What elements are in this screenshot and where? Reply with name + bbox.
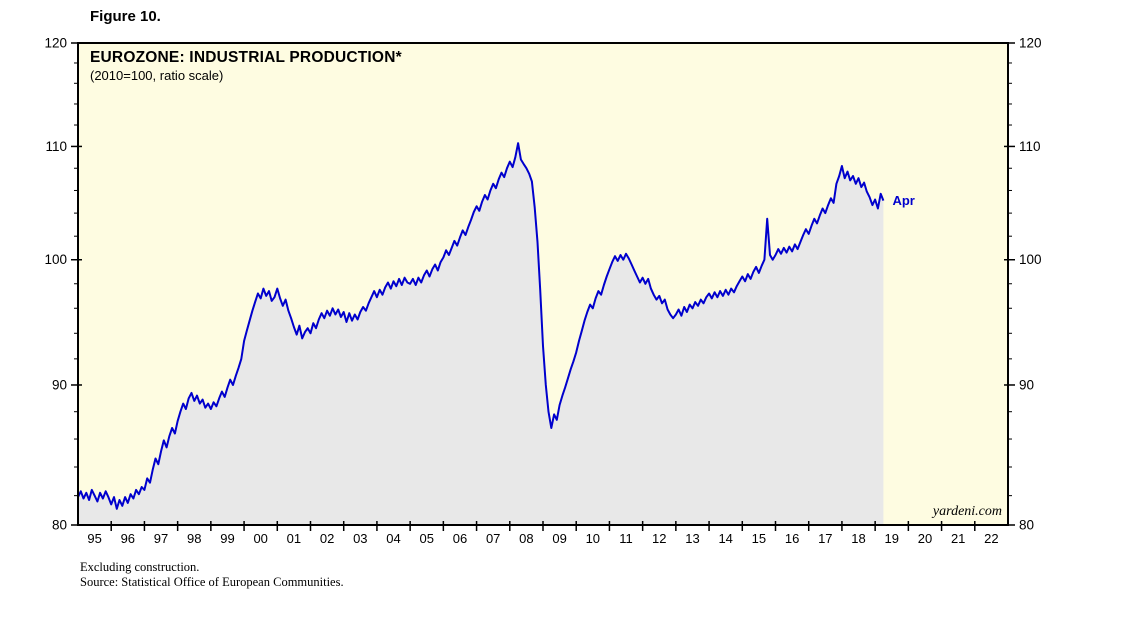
svg-text:98: 98 bbox=[187, 531, 201, 546]
svg-text:21: 21 bbox=[951, 531, 965, 546]
svg-text:80: 80 bbox=[1019, 518, 1034, 533]
svg-text:110: 110 bbox=[1019, 139, 1041, 154]
last-point-label: Apr bbox=[892, 192, 915, 208]
footnote-excluding-construction: Excluding construction. bbox=[80, 560, 200, 574]
svg-text:20: 20 bbox=[918, 531, 932, 546]
svg-text:120: 120 bbox=[44, 36, 67, 51]
svg-text:100: 100 bbox=[44, 252, 67, 267]
svg-text:16: 16 bbox=[785, 531, 799, 546]
svg-text:01: 01 bbox=[287, 531, 301, 546]
svg-text:04: 04 bbox=[386, 531, 400, 546]
svg-text:95: 95 bbox=[87, 531, 101, 546]
svg-text:14: 14 bbox=[718, 531, 732, 546]
svg-text:97: 97 bbox=[154, 531, 168, 546]
svg-text:90: 90 bbox=[1019, 377, 1034, 392]
chart-subtitle: (2010=100, ratio scale) bbox=[90, 68, 224, 83]
svg-text:06: 06 bbox=[453, 531, 467, 546]
svg-text:17: 17 bbox=[818, 531, 832, 546]
svg-text:10: 10 bbox=[586, 531, 600, 546]
svg-text:90: 90 bbox=[52, 377, 67, 392]
watermark: yardeni.com bbox=[932, 504, 1002, 519]
svg-text:22: 22 bbox=[984, 531, 998, 546]
svg-text:96: 96 bbox=[121, 531, 135, 546]
figure-label: Figure 10. bbox=[90, 8, 161, 25]
svg-text:110: 110 bbox=[45, 139, 67, 154]
footnotes: Excluding construction. Source: Statisti… bbox=[80, 560, 344, 590]
svg-text:120: 120 bbox=[1019, 36, 1042, 51]
svg-text:100: 100 bbox=[1019, 252, 1042, 267]
svg-text:80: 80 bbox=[52, 518, 67, 533]
svg-text:15: 15 bbox=[752, 531, 766, 546]
svg-text:11: 11 bbox=[619, 531, 633, 546]
svg-text:00: 00 bbox=[253, 531, 267, 546]
svg-text:19: 19 bbox=[885, 531, 899, 546]
svg-text:02: 02 bbox=[320, 531, 334, 546]
svg-text:18: 18 bbox=[851, 531, 865, 546]
svg-text:03: 03 bbox=[353, 531, 367, 546]
footnote-source: Source: Statistical Office of European C… bbox=[80, 575, 344, 589]
svg-text:07: 07 bbox=[486, 531, 500, 546]
chart-title: EUROZONE: INDUSTRIAL PRODUCTION* bbox=[90, 49, 402, 66]
svg-text:08: 08 bbox=[519, 531, 533, 546]
svg-text:09: 09 bbox=[552, 531, 566, 546]
svg-text:05: 05 bbox=[420, 531, 434, 546]
svg-text:12: 12 bbox=[652, 531, 666, 546]
svg-text:99: 99 bbox=[220, 531, 234, 546]
svg-text:13: 13 bbox=[685, 531, 699, 546]
